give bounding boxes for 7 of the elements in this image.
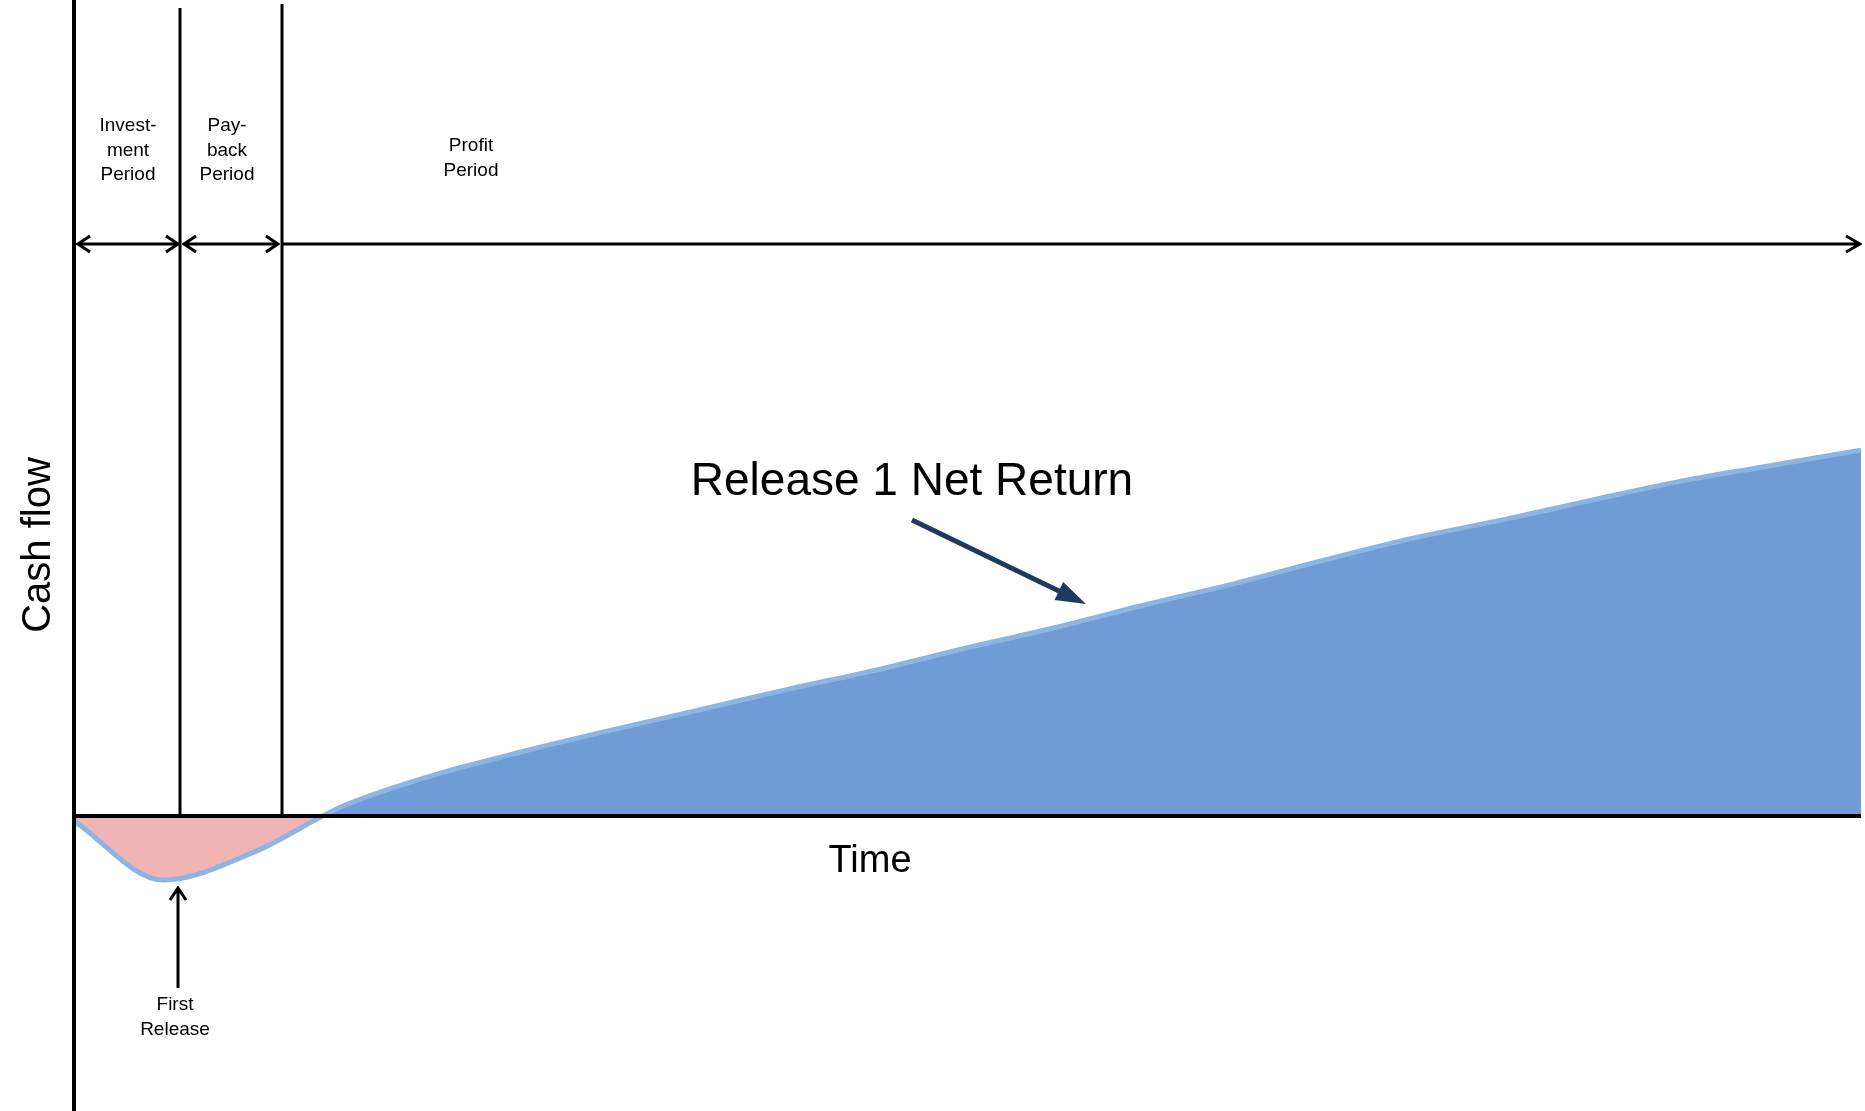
text: First Release — [140, 992, 210, 1041]
x-axis-title: Time — [828, 837, 912, 883]
y-axis-title: Cash flow — [13, 457, 59, 633]
text: Invest- ment Period — [99, 112, 157, 187]
text: Profit Period — [443, 133, 499, 182]
annotation: Release 1 Net Return — [690, 452, 1134, 508]
text: Pay- back Period — [199, 112, 255, 187]
